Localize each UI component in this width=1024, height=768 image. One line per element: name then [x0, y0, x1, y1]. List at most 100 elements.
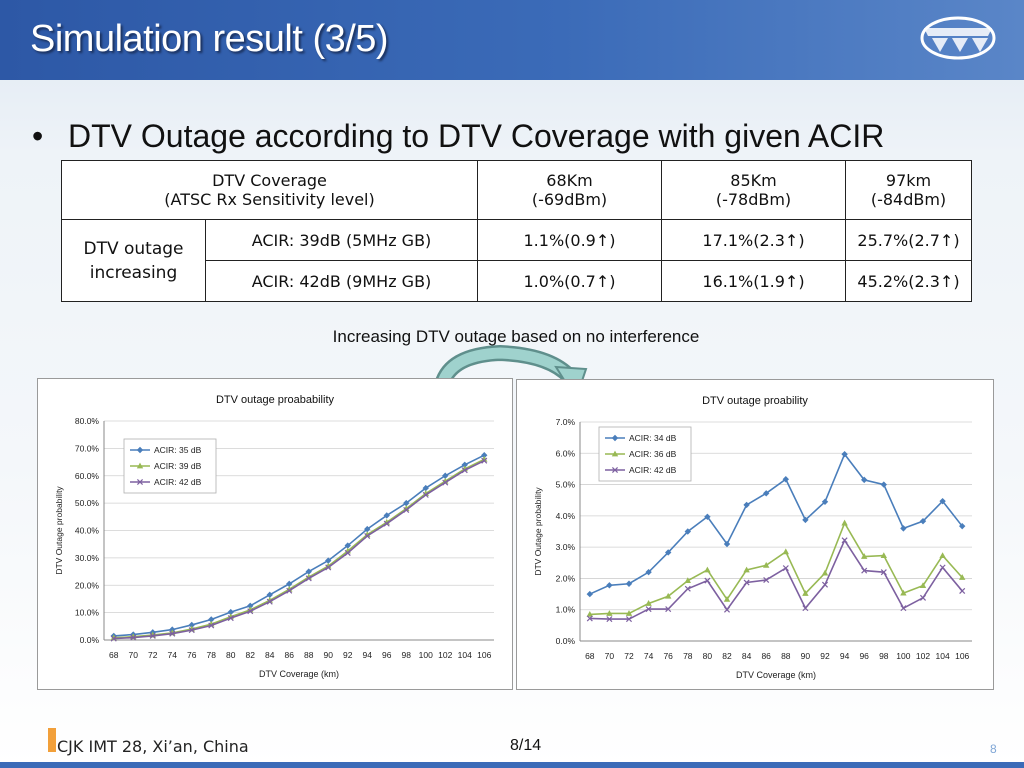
x-tick-label: 82 — [246, 650, 256, 660]
data-point — [305, 575, 312, 582]
y-tick-label: 2.0% — [556, 573, 576, 583]
data-point — [704, 566, 711, 573]
x-tick-label: 84 — [265, 650, 275, 660]
data-point — [782, 548, 789, 555]
y-tick-label: 80.0% — [75, 416, 100, 426]
data-point — [763, 576, 770, 584]
data-point — [586, 590, 593, 598]
table-cell: 16.1%(1.9↑) — [661, 260, 846, 302]
series-line — [589, 452, 963, 595]
x-tick-label: 96 — [382, 650, 392, 660]
bullet-text: DTV Outage according to DTV Coverage wit… — [68, 118, 885, 154]
x-tick-label: 72 — [148, 650, 158, 660]
data-point — [625, 580, 633, 587]
data-point — [442, 479, 449, 486]
slide-title: Simulation result (3/5) — [30, 18, 389, 60]
row-label: ACIR: 39dB (5MHz GB) — [205, 219, 478, 261]
y-tick-label: 50.0% — [75, 498, 100, 508]
data-point — [403, 499, 410, 507]
legend-label: ACIR: 42 dB — [154, 477, 202, 487]
data-point — [611, 450, 619, 457]
x-tick-label: 106 — [477, 650, 491, 660]
data-point — [861, 567, 868, 574]
x-tick-label: 76 — [663, 651, 673, 661]
data-point — [821, 581, 829, 588]
header-coverage-line2: (ATSC Rx Sensitivity level) — [164, 190, 375, 209]
header-col-line1: 85Km — [730, 171, 777, 190]
legend-label: ACIR: 36 dB — [629, 449, 677, 459]
x-tick-label: 78 — [683, 651, 693, 661]
data-point — [841, 519, 848, 526]
data-point — [266, 598, 273, 605]
header-col-line1: 97km — [885, 171, 932, 190]
data-point — [442, 472, 449, 479]
chart-panel-right: DTV outage proability 0.0% 1.0% 2.0% 3.0% 4.0… — [516, 379, 994, 690]
chart-title: DTV outage proabability — [216, 394, 335, 406]
data-point — [684, 577, 691, 584]
y-tick-label: 60.0% — [75, 471, 100, 481]
table-cell: 1.1%(0.9↑) — [477, 219, 662, 261]
y-tick-label: 10.0% — [75, 608, 100, 618]
data-point — [919, 517, 927, 525]
header-col-line1: 68Km — [546, 171, 593, 190]
data-point — [684, 528, 691, 535]
data-point — [383, 520, 390, 527]
data-point — [149, 632, 156, 639]
data-point — [645, 606, 652, 613]
data-point — [136, 478, 144, 486]
footer-accent — [48, 728, 56, 752]
series-3 — [110, 457, 488, 642]
data-point — [919, 594, 927, 601]
x-tick-label: 90 — [324, 650, 334, 660]
data-point — [481, 455, 488, 462]
data-point — [208, 616, 215, 623]
x-tick-label: 98 — [402, 650, 412, 660]
data-point — [325, 564, 332, 571]
legend: ACIR: 35 dB ACIR: 39 dB ACIR: 42 dB — [123, 438, 217, 494]
x-tick-label: 70 — [129, 650, 139, 660]
data-point — [665, 549, 672, 556]
series-line — [113, 454, 485, 637]
data-point — [723, 540, 731, 548]
x-tick-label: 92 — [820, 651, 830, 661]
data-point — [286, 587, 293, 594]
y-tick-label: 20.0% — [75, 580, 100, 590]
x-axis-label: DTV Coverage (km) — [736, 670, 816, 680]
x-axis-label: DTV Coverage (km) — [259, 669, 339, 679]
y-tick-label: 3.0% — [556, 542, 576, 552]
data-point — [900, 605, 907, 612]
data-point — [611, 466, 619, 474]
legend-label: ACIR: 39 dB — [154, 461, 202, 471]
data-point — [723, 606, 731, 613]
x-tick-label: 106 — [955, 651, 969, 661]
x-tick-label: 76 — [187, 650, 197, 660]
x-tick-label: 88 — [781, 651, 791, 661]
data-point — [821, 569, 829, 576]
bullet-marker: • — [32, 118, 44, 154]
data-point — [344, 549, 351, 556]
x-tick-label: 82 — [722, 651, 732, 661]
data-point — [665, 606, 672, 613]
series-line — [113, 459, 485, 640]
x-tick-label: 70 — [605, 651, 615, 661]
x-tick-label: 94 — [363, 650, 373, 660]
header-col-line2: (-69dBm) — [531, 190, 608, 209]
x-tick-label: 90 — [801, 651, 811, 661]
table-cell: 45.2%(2.3↑) — [845, 260, 972, 302]
table-header-coverage: DTV Coverage (ATSC Rx Sensitivity level) — [61, 160, 478, 220]
y-tick-label: 5.0% — [556, 480, 576, 490]
data-point — [606, 582, 613, 589]
chart-panel-left: DTV outage proabability 0.0% 10.0% 20.0% 30.… — [37, 378, 513, 690]
x-tick-label: 86 — [285, 650, 295, 660]
x-tick-label: 84 — [742, 651, 752, 661]
data-point — [900, 589, 907, 596]
chart-title: DTV outage proability — [702, 395, 808, 407]
x-tick-label: 102 — [916, 651, 930, 661]
data-point — [606, 616, 613, 623]
data-point — [611, 434, 619, 442]
data-point — [939, 564, 946, 571]
chart-left: DTV outage proabability 0.0% 10.0% 20.0% 30.… — [54, 394, 494, 679]
data-point — [743, 566, 750, 573]
data-point — [939, 497, 946, 505]
table-cell: 17.1%(2.3↑) — [661, 219, 846, 261]
